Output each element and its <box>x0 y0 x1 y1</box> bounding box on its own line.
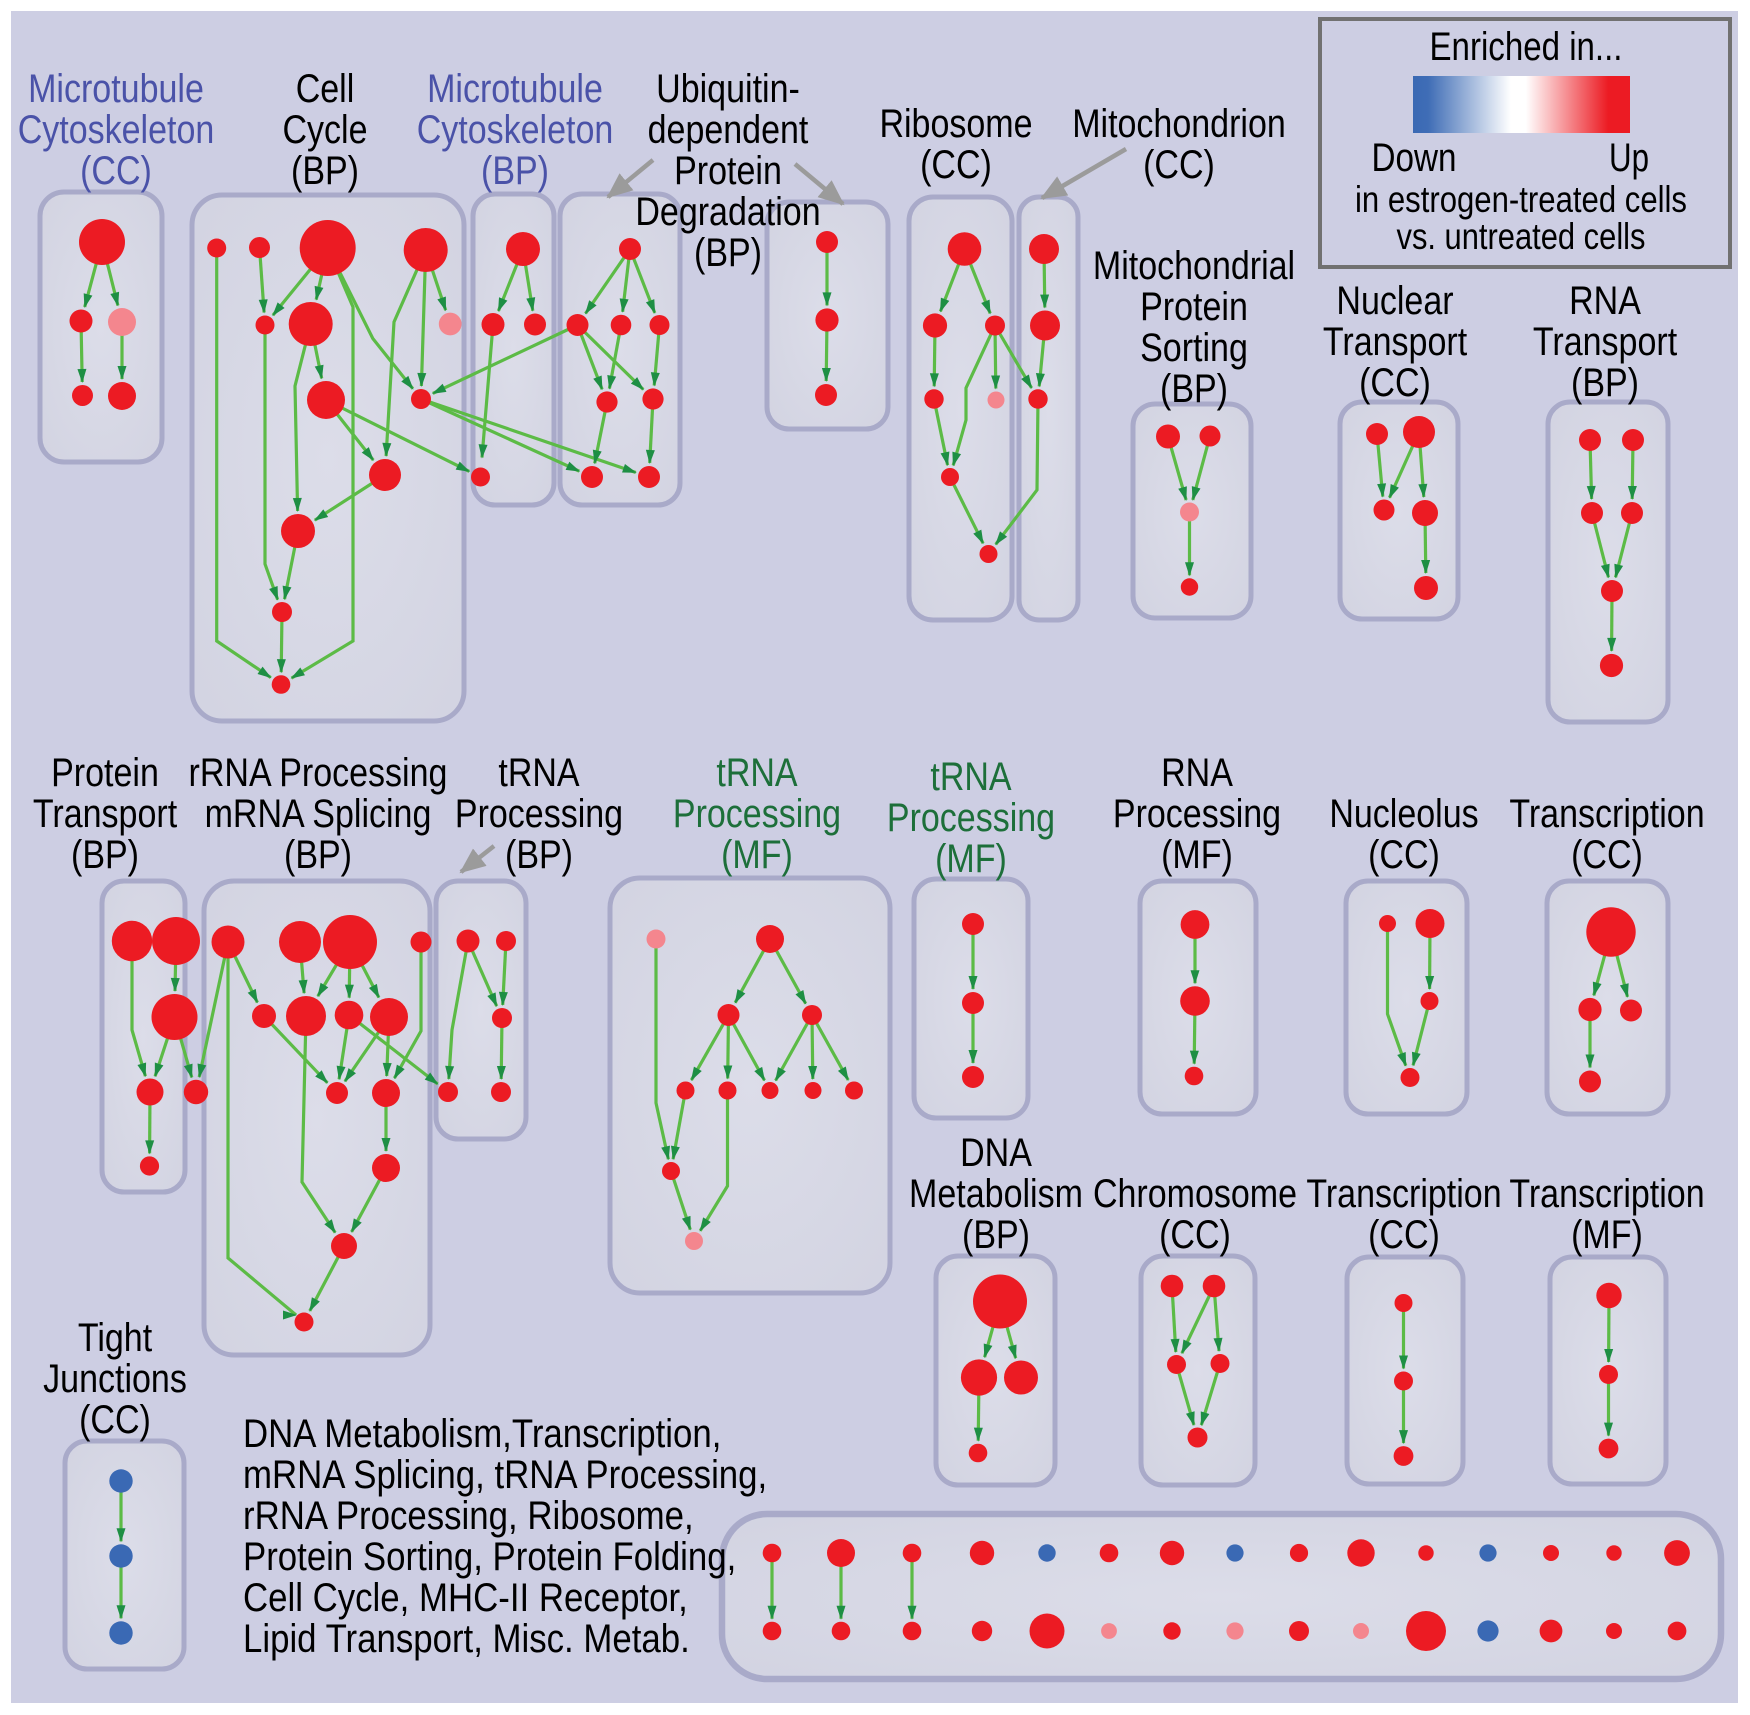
svg-text:vs. untreated cells: vs. untreated cells <box>1397 216 1646 257</box>
svg-text:Degradation: Degradation <box>635 190 820 234</box>
svg-text:RNA: RNA <box>1569 279 1641 323</box>
svg-text:Protein: Protein <box>674 149 782 193</box>
svg-text:(BP): (BP) <box>1160 367 1228 411</box>
svg-text:Transport: Transport <box>1323 320 1467 364</box>
svg-text:Cytoskeleton: Cytoskeleton <box>417 108 614 152</box>
svg-text:Transport: Transport <box>1533 320 1677 364</box>
svg-text:(BP): (BP) <box>962 1213 1030 1257</box>
svg-text:Transcription: Transcription <box>1509 792 1704 836</box>
svg-text:(BP): (BP) <box>481 149 549 193</box>
svg-text:DNA Metabolism,Transcription,: DNA Metabolism,Transcription, <box>243 1412 721 1456</box>
svg-text:(CC): (CC) <box>1571 833 1643 877</box>
svg-text:tRNA: tRNA <box>716 751 797 795</box>
svg-text:rRNA Processing, Ribosome,: rRNA Processing, Ribosome, <box>243 1494 694 1538</box>
svg-text:(MF): (MF) <box>721 833 793 877</box>
svg-text:(MF): (MF) <box>1161 833 1233 877</box>
svg-text:(MF): (MF) <box>935 837 1007 881</box>
svg-text:Tight: Tight <box>78 1316 152 1360</box>
svg-text:tRNA: tRNA <box>930 755 1011 799</box>
svg-text:Transport: Transport <box>33 792 177 836</box>
svg-text:Mitochondrial: Mitochondrial <box>1093 244 1295 288</box>
svg-text:Cytoskeleton: Cytoskeleton <box>18 108 215 152</box>
svg-text:(BP): (BP) <box>694 231 762 275</box>
svg-text:Ribosome: Ribosome <box>879 102 1032 146</box>
svg-text:Processing: Processing <box>455 792 623 836</box>
svg-text:rRNA Processing: rRNA Processing <box>189 751 448 795</box>
svg-text:(BP): (BP) <box>284 833 352 877</box>
svg-text:mRNA Splicing: mRNA Splicing <box>205 792 432 836</box>
svg-text:(CC): (CC) <box>920 143 992 187</box>
svg-text:Nuclear: Nuclear <box>1336 279 1453 323</box>
svg-text:Up: Up <box>1609 136 1649 180</box>
svg-text:Cell: Cell <box>296 67 355 111</box>
svg-text:(CC): (CC) <box>1143 143 1215 187</box>
svg-text:Junctions: Junctions <box>43 1357 187 1401</box>
svg-text:Microtubule: Microtubule <box>427 67 603 111</box>
svg-text:DNA: DNA <box>960 1131 1032 1175</box>
svg-text:RNA: RNA <box>1161 751 1233 795</box>
svg-text:in estrogen-treated cells: in estrogen-treated cells <box>1355 179 1687 220</box>
svg-text:(BP): (BP) <box>71 833 139 877</box>
svg-text:Transcription: Transcription <box>1509 1172 1704 1216</box>
svg-text:(CC): (CC) <box>80 149 152 193</box>
svg-text:(BP): (BP) <box>505 833 573 877</box>
svg-text:Nucleolus: Nucleolus <box>1329 792 1478 836</box>
svg-text:Down: Down <box>1372 136 1457 180</box>
svg-text:(MF): (MF) <box>1571 1213 1643 1257</box>
svg-text:Chromosome: Chromosome <box>1093 1172 1297 1216</box>
svg-text:Enriched in...: Enriched in... <box>1430 25 1623 69</box>
svg-text:tRNA: tRNA <box>498 751 579 795</box>
svg-text:(CC): (CC) <box>79 1398 151 1442</box>
svg-text:(CC): (CC) <box>1359 361 1431 405</box>
svg-text:dependent: dependent <box>648 108 809 152</box>
svg-text:(CC): (CC) <box>1159 1213 1231 1257</box>
svg-text:Mitochondrion: Mitochondrion <box>1072 102 1286 146</box>
svg-text:Protein: Protein <box>1140 285 1248 329</box>
svg-text:Metabolism: Metabolism <box>909 1172 1083 1216</box>
svg-text:Sorting: Sorting <box>1140 326 1248 370</box>
svg-text:(BP): (BP) <box>1571 361 1639 405</box>
svg-text:Transcription: Transcription <box>1306 1172 1501 1216</box>
svg-text:(CC): (CC) <box>1368 1213 1440 1257</box>
svg-text:mRNA Splicing, tRNA Processing: mRNA Splicing, tRNA Processing, <box>243 1453 767 1497</box>
svg-text:Lipid Transport, Misc. Metab.: Lipid Transport, Misc. Metab. <box>243 1617 690 1661</box>
svg-text:(CC): (CC) <box>1368 833 1440 877</box>
svg-text:Cycle: Cycle <box>283 108 368 152</box>
svg-text:Processing: Processing <box>1113 792 1281 836</box>
svg-text:Microtubule: Microtubule <box>28 67 204 111</box>
svg-text:Protein: Protein <box>51 751 159 795</box>
svg-text:Cell Cycle, MHC-II Receptor,: Cell Cycle, MHC-II Receptor, <box>243 1576 688 1620</box>
svg-text:Protein Sorting, Protein Foldi: Protein Sorting, Protein Folding, <box>243 1535 736 1579</box>
svg-text:(BP): (BP) <box>291 149 359 193</box>
svg-text:Processing: Processing <box>887 796 1055 840</box>
svg-text:Processing: Processing <box>673 792 841 836</box>
svg-text:Ubiquitin-: Ubiquitin- <box>656 67 800 111</box>
